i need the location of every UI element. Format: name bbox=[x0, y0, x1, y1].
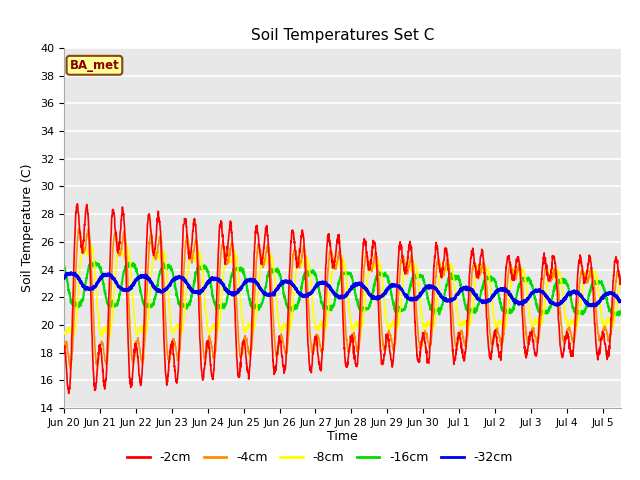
Line: -4cm: -4cm bbox=[64, 229, 621, 369]
Line: -2cm: -2cm bbox=[64, 204, 621, 394]
-8cm bbox=[598, 315, 605, 321]
-16cm bbox=[91, 259, 99, 265]
-2cm bbox=[346, 342, 354, 348]
-16cm bbox=[346, 271, 354, 277]
-32cm bbox=[598, 296, 605, 301]
-32cm bbox=[409, 297, 417, 302]
-8cm bbox=[60, 329, 68, 335]
-16cm bbox=[598, 278, 605, 284]
-16cm bbox=[617, 309, 625, 314]
-4cm bbox=[75, 227, 83, 232]
-2cm bbox=[426, 343, 434, 348]
-4cm bbox=[346, 343, 354, 348]
-4cm bbox=[410, 261, 417, 267]
-2cm bbox=[617, 277, 625, 283]
-32cm bbox=[590, 303, 598, 309]
-8cm bbox=[99, 334, 106, 340]
-8cm bbox=[426, 322, 434, 328]
-2cm bbox=[65, 391, 72, 396]
-2cm bbox=[60, 343, 68, 349]
-4cm bbox=[532, 334, 540, 339]
Line: -16cm: -16cm bbox=[64, 262, 621, 315]
-16cm bbox=[532, 297, 540, 302]
-32cm bbox=[60, 276, 68, 281]
-8cm bbox=[617, 275, 625, 280]
-32cm bbox=[67, 270, 75, 276]
-16cm bbox=[409, 275, 417, 280]
-16cm bbox=[60, 262, 68, 267]
-16cm bbox=[614, 312, 622, 318]
-4cm bbox=[67, 366, 74, 372]
-2cm bbox=[74, 201, 81, 207]
-8cm bbox=[93, 297, 100, 303]
-32cm bbox=[346, 287, 354, 293]
-8cm bbox=[532, 322, 540, 327]
Line: -8cm: -8cm bbox=[64, 244, 621, 337]
-4cm bbox=[426, 344, 434, 349]
-2cm bbox=[532, 351, 540, 357]
-2cm bbox=[93, 366, 101, 372]
-4cm bbox=[93, 359, 101, 365]
-8cm bbox=[410, 265, 417, 271]
-4cm bbox=[60, 350, 68, 356]
-8cm bbox=[79, 241, 87, 247]
-32cm bbox=[426, 283, 434, 289]
-2cm bbox=[410, 278, 417, 284]
Title: Soil Temperatures Set C: Soil Temperatures Set C bbox=[251, 28, 434, 43]
-16cm bbox=[426, 302, 434, 308]
-4cm bbox=[598, 335, 605, 340]
Legend: -2cm, -4cm, -8cm, -16cm, -32cm: -2cm, -4cm, -8cm, -16cm, -32cm bbox=[122, 446, 518, 469]
Line: -32cm: -32cm bbox=[64, 273, 621, 306]
-32cm bbox=[532, 288, 540, 294]
Text: BA_met: BA_met bbox=[70, 59, 119, 72]
-16cm bbox=[93, 261, 100, 267]
-2cm bbox=[598, 335, 605, 340]
X-axis label: Time: Time bbox=[327, 431, 358, 444]
-8cm bbox=[346, 314, 354, 320]
Y-axis label: Soil Temperature (C): Soil Temperature (C) bbox=[22, 164, 35, 292]
-32cm bbox=[93, 281, 100, 287]
-32cm bbox=[617, 298, 625, 304]
-4cm bbox=[617, 276, 625, 282]
